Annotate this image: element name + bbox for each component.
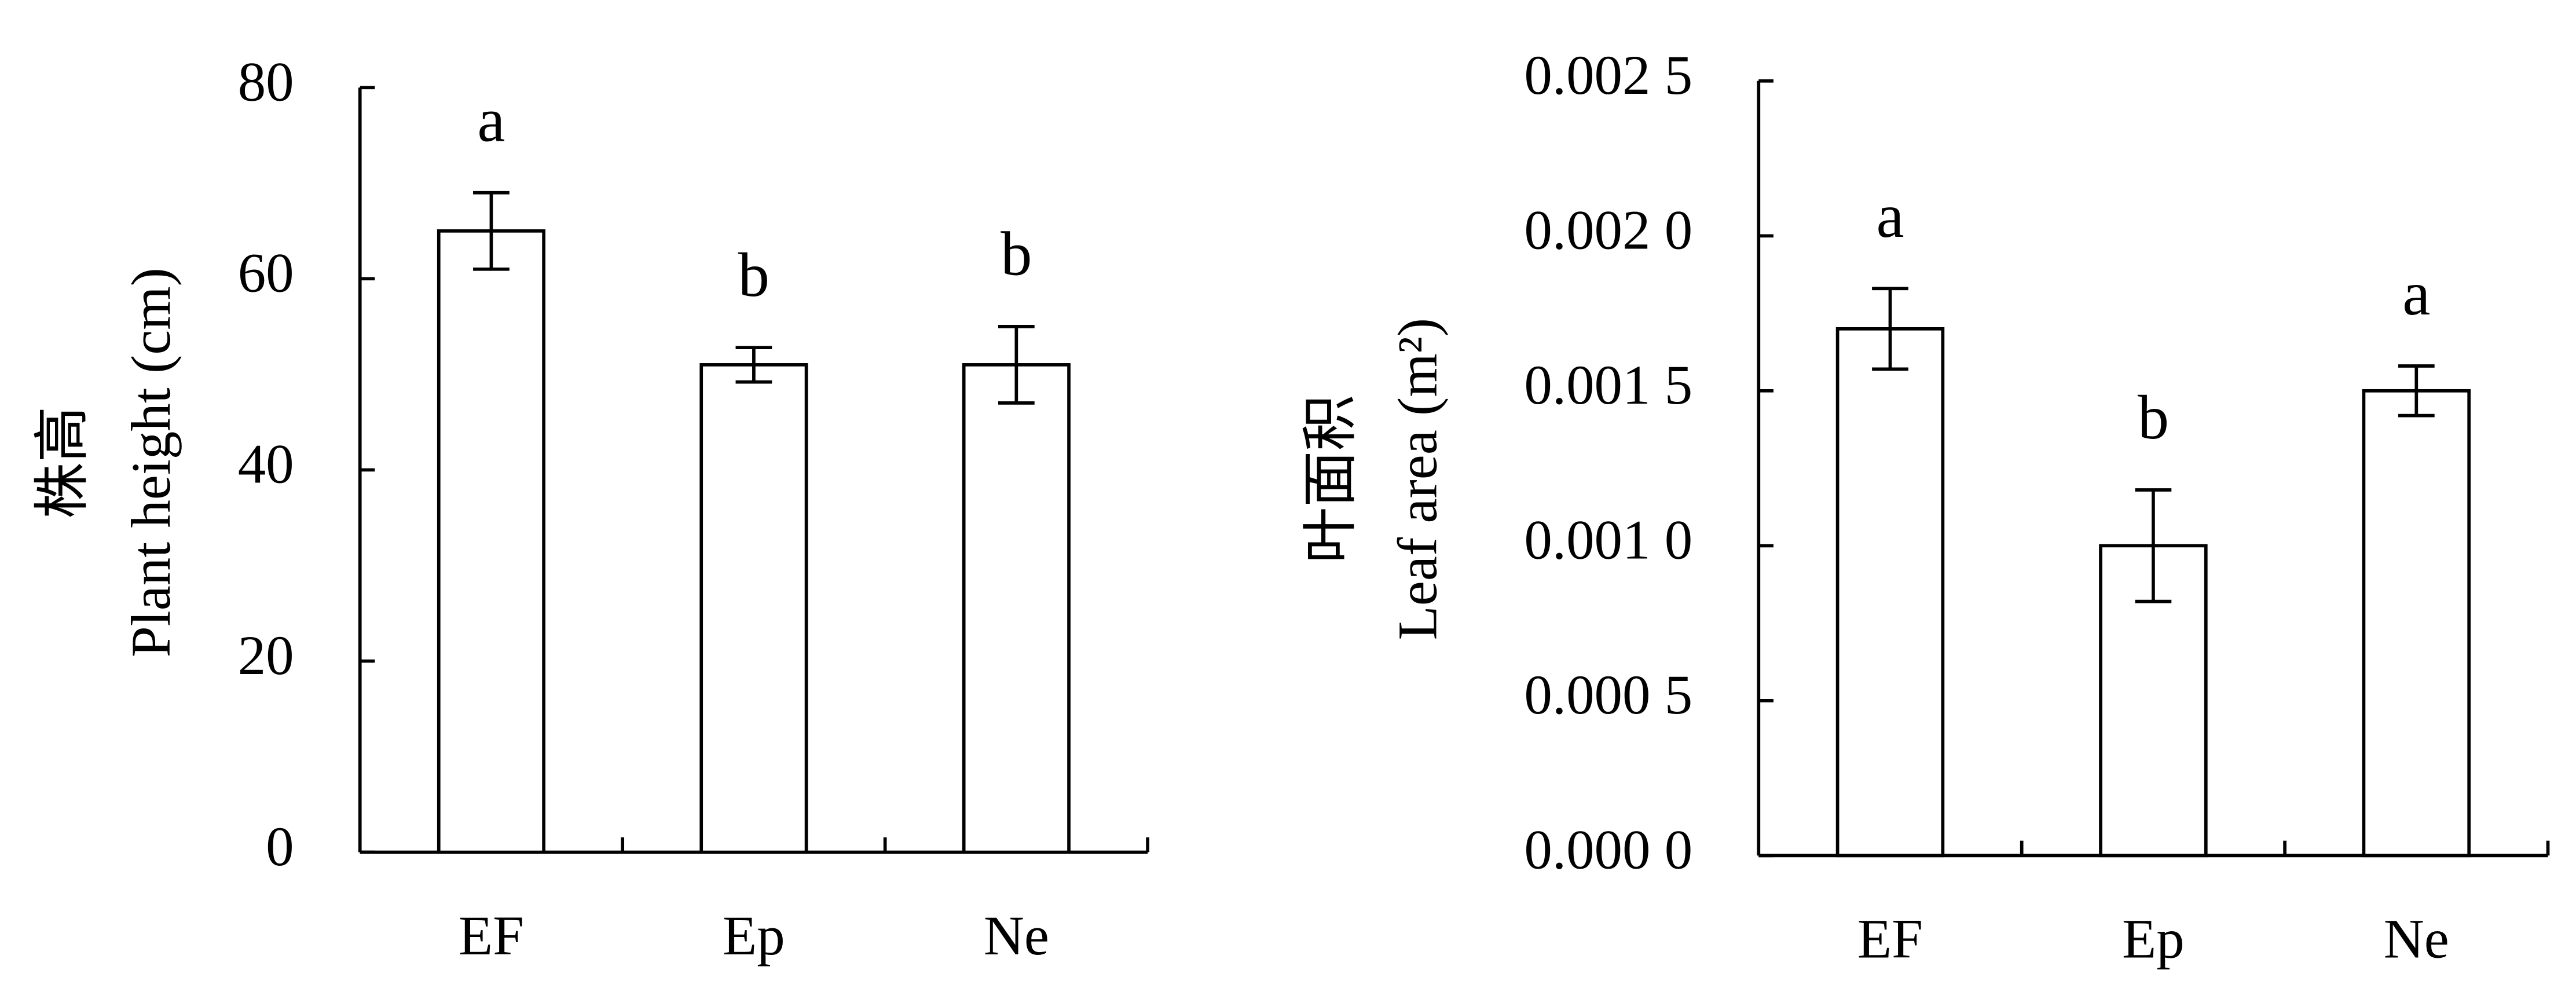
error-bar (998, 325, 1035, 405)
significance-letter: b (738, 240, 769, 310)
error-bar (1872, 287, 1908, 371)
significance-letter: b (1001, 219, 1032, 289)
y-tick-label: 0.000 0 (1524, 819, 1692, 881)
x-tick-label: Ep (2122, 908, 2185, 970)
y-tick-label: 0.002 5 (1524, 44, 1692, 106)
y-tick-label: 20 (238, 624, 294, 686)
y-tick-label: 0 (266, 815, 294, 877)
y-axis-label: Plant height (cm) (120, 268, 182, 657)
y-tick-label: 80 (238, 50, 294, 112)
significance-letter: a (477, 86, 505, 155)
significance-letter: b (2138, 383, 2169, 452)
bar (2099, 544, 2208, 858)
y-tick-label: 0.001 5 (1524, 354, 1692, 416)
y-axis-label-cn: 叶面积 (1298, 395, 1363, 563)
y-tick-label: 0.000 5 (1524, 664, 1692, 726)
error-bar (2398, 364, 2435, 418)
bar (1835, 327, 1945, 858)
error-bar (735, 346, 772, 384)
x-tick-label: Ne (984, 905, 1049, 967)
bar (2362, 389, 2471, 858)
significance-letter: a (2402, 259, 2430, 328)
x-tick-label: Ep (723, 905, 785, 967)
y-tick-label: 40 (238, 433, 294, 495)
error-bar (473, 191, 510, 271)
y-tick-label: 60 (238, 242, 294, 304)
x-tick-label: EF (1857, 908, 1923, 970)
y-tick-label: 0.002 0 (1524, 199, 1692, 261)
y-tick-label: 0.001 0 (1524, 509, 1692, 571)
x-tick-label: EF (459, 905, 524, 967)
significance-letter: a (1876, 181, 1904, 251)
y-axis-label-cn: 株高 (29, 407, 94, 519)
bar (962, 363, 1071, 854)
bar (437, 229, 545, 854)
x-tick-label: Ne (2384, 908, 2449, 970)
y-axis-label: Leaf area (m²) (1387, 318, 1449, 640)
error-bar (2135, 488, 2172, 603)
bar (699, 363, 808, 854)
